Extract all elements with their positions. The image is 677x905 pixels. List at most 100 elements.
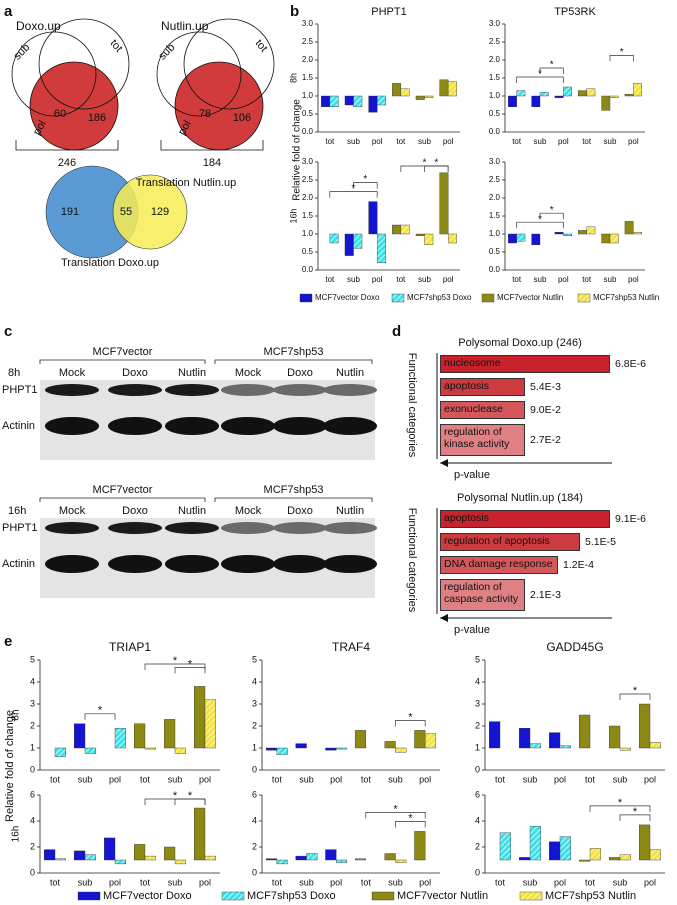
bar xyxy=(344,95,354,106)
bar xyxy=(609,725,621,749)
bar xyxy=(609,95,619,98)
blot-lane-label: Mock xyxy=(235,367,262,379)
y-tick-label: 2 xyxy=(252,720,257,730)
y-tick-label: 1.0 xyxy=(302,229,314,238)
y-tick-label: 2.5 xyxy=(489,37,501,46)
blot-band xyxy=(221,417,275,435)
bar xyxy=(639,824,651,861)
legend-label: MCF7shp53 Doxo xyxy=(247,890,336,902)
x-tick-label: sub xyxy=(347,275,360,284)
venn-set-label: Translation Nutlin.up xyxy=(136,177,236,189)
bar xyxy=(353,95,363,108)
term-bar: regulation of caspase activity xyxy=(440,579,525,611)
y-tick-label: 2 xyxy=(30,841,35,851)
x-tick-label: sub xyxy=(168,774,183,784)
significance-bracket xyxy=(589,805,651,812)
venn-circle-tot xyxy=(183,18,275,110)
y-tick-label: 0.5 xyxy=(302,247,314,256)
x-tick-label: sub xyxy=(418,137,431,146)
term-pvalue: 6.8E-6 xyxy=(615,358,646,370)
chart-title: GADD45G xyxy=(546,640,603,654)
x-tick-label: sub xyxy=(78,877,93,887)
bar xyxy=(424,233,434,246)
blot-band xyxy=(108,555,162,573)
legend-swatch xyxy=(481,293,495,303)
blot-band xyxy=(45,384,99,396)
bar xyxy=(601,233,611,244)
x-tick-label: sub xyxy=(613,877,628,887)
bar xyxy=(508,233,517,244)
bar xyxy=(619,747,632,751)
blot-lane-label: Doxo xyxy=(122,367,148,379)
venn-bracket xyxy=(160,140,264,151)
bar xyxy=(133,723,146,749)
y-tick-label: 2 xyxy=(475,720,480,730)
bar xyxy=(519,857,531,861)
bar xyxy=(508,95,517,108)
y-tick-label: 3 xyxy=(252,698,257,708)
chart-title: TRIAP1 xyxy=(109,640,151,654)
term-pvalue: 5.1E-5 xyxy=(585,536,616,548)
bar xyxy=(325,849,337,861)
y-tick-label: 1.5 xyxy=(489,211,501,220)
bar xyxy=(354,730,367,749)
blot-time-label: 8h xyxy=(8,367,20,379)
bar xyxy=(549,841,561,861)
x-tick-label: pol xyxy=(109,774,121,784)
bar xyxy=(579,714,591,749)
bar xyxy=(174,859,187,865)
x-tick-label: pol xyxy=(644,877,656,887)
bar xyxy=(400,224,410,235)
x-tick-label: tot xyxy=(325,137,335,146)
y-tick-label: 0.0 xyxy=(489,127,501,136)
significance-bracket xyxy=(539,212,564,220)
significance-bracket xyxy=(539,67,564,74)
blot-row-label: Actinin xyxy=(2,558,35,570)
bar xyxy=(54,858,67,861)
bar xyxy=(44,849,56,861)
blot-lane-label: Nutlin xyxy=(178,367,206,379)
significance-bracket xyxy=(84,713,116,720)
blot-band xyxy=(45,417,99,435)
y-tick-label: 1.0 xyxy=(489,229,501,238)
y-tick-label: 4 xyxy=(252,676,257,686)
x-tick-label: sub xyxy=(604,137,617,146)
significance-bracket xyxy=(609,55,634,62)
bar xyxy=(295,855,307,861)
y-tick-label: 0.5 xyxy=(489,109,501,118)
blot-row-label: Actinin xyxy=(2,420,35,432)
y-tick-label: 1.0 xyxy=(489,91,501,100)
bar xyxy=(529,826,542,861)
bar xyxy=(563,233,572,236)
y-tick-label: 0 xyxy=(475,867,480,877)
bar xyxy=(368,201,378,235)
bar xyxy=(633,83,642,97)
blot-group-label: MCF7vector xyxy=(93,484,153,496)
x-tick-label: tot xyxy=(585,774,596,784)
significance-bracket xyxy=(353,182,378,189)
bar xyxy=(276,859,288,865)
term-bar: nucleosome xyxy=(440,355,610,373)
bar xyxy=(84,747,97,754)
x-tick-label: pol xyxy=(443,275,454,284)
bar xyxy=(531,95,541,108)
bar xyxy=(424,95,434,98)
panel-letter: e xyxy=(4,633,12,650)
bar xyxy=(376,233,386,263)
y-tick-label: 4 xyxy=(475,815,480,825)
bar xyxy=(633,231,642,235)
bar xyxy=(133,844,146,861)
x-tick-label: pol xyxy=(372,275,383,284)
blot-band xyxy=(273,555,327,573)
x-tick-label: pol xyxy=(199,877,211,887)
blot-group-line xyxy=(39,359,206,364)
bar xyxy=(114,728,127,749)
bar xyxy=(447,81,457,97)
venn-count: 186 xyxy=(88,112,106,124)
blot-band xyxy=(165,384,219,396)
bar xyxy=(73,723,86,749)
y-tick-label: 3.0 xyxy=(489,157,501,166)
x-arrowhead xyxy=(440,459,448,467)
blot-lane-label: Mock xyxy=(59,505,86,517)
significance-label: * xyxy=(620,47,624,58)
